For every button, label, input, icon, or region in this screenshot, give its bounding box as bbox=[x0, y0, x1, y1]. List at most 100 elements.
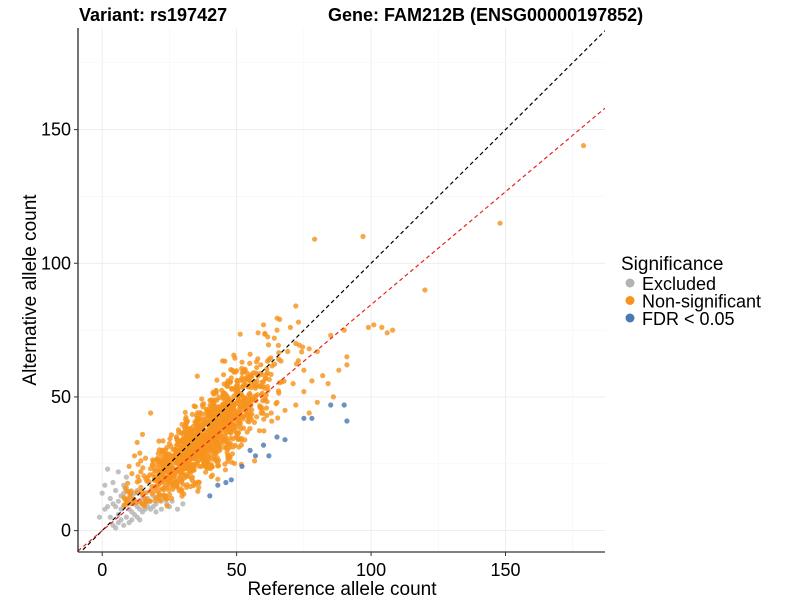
point-non-significant bbox=[254, 378, 260, 384]
point-non-significant bbox=[253, 370, 259, 376]
point-non-significant bbox=[263, 371, 270, 377]
point-non-significant bbox=[314, 399, 320, 405]
point-non-significant bbox=[248, 373, 254, 380]
point-excluded bbox=[96, 514, 103, 520]
point-non-significant bbox=[168, 432, 174, 438]
point-non-significant bbox=[255, 356, 261, 362]
point-fdr-0-05 bbox=[260, 442, 267, 448]
point-non-significant bbox=[150, 457, 156, 463]
point-non-significant bbox=[194, 373, 200, 379]
point-fdr-0-05 bbox=[207, 493, 213, 499]
point-non-significant bbox=[157, 468, 163, 474]
point-non-significant bbox=[196, 463, 202, 469]
reference-line-fit bbox=[78, 107, 605, 552]
point-non-significant bbox=[160, 438, 166, 444]
point-non-significant bbox=[290, 381, 296, 387]
point-non-significant bbox=[293, 340, 299, 347]
point-non-significant bbox=[371, 322, 377, 328]
point-non-significant bbox=[122, 496, 128, 502]
point-fdr-0-05 bbox=[344, 418, 350, 424]
point-non-significant bbox=[188, 446, 194, 452]
point-non-significant bbox=[163, 496, 169, 502]
point-non-significant bbox=[266, 376, 272, 383]
point-non-significant bbox=[336, 367, 342, 373]
point-non-significant bbox=[157, 498, 163, 504]
point-non-significant bbox=[580, 143, 587, 149]
point-non-significant bbox=[180, 481, 186, 487]
point-non-significant bbox=[238, 435, 244, 441]
point-non-significant bbox=[179, 445, 185, 451]
point-non-significant bbox=[295, 319, 302, 325]
reference-line-identity bbox=[79, 30, 605, 552]
point-non-significant bbox=[252, 458, 258, 464]
point-non-significant bbox=[138, 458, 144, 464]
legend-title: Significance bbox=[621, 254, 723, 275]
point-non-significant bbox=[264, 412, 270, 418]
y-tick-label: 100 bbox=[41, 253, 71, 273]
legend-key-1 bbox=[625, 296, 635, 305]
point-non-significant bbox=[222, 467, 228, 473]
point-excluded bbox=[113, 504, 119, 510]
point-non-significant bbox=[135, 474, 141, 480]
point-non-significant bbox=[422, 287, 428, 293]
point-excluded bbox=[174, 506, 181, 512]
point-non-significant bbox=[177, 476, 184, 482]
point-non-significant bbox=[129, 471, 135, 477]
point-excluded bbox=[113, 487, 119, 494]
point-non-significant bbox=[360, 233, 366, 240]
point-non-significant bbox=[164, 503, 170, 509]
point-non-significant bbox=[175, 427, 182, 433]
point-non-significant bbox=[272, 361, 278, 367]
point-non-significant bbox=[239, 375, 245, 381]
point-non-significant bbox=[148, 410, 154, 416]
point-non-significant bbox=[134, 489, 140, 495]
point-non-significant bbox=[293, 361, 300, 367]
point-non-significant bbox=[211, 398, 217, 405]
point-non-significant bbox=[344, 362, 350, 368]
point-non-significant bbox=[245, 401, 252, 408]
point-excluded bbox=[113, 525, 119, 531]
point-non-significant bbox=[194, 432, 201, 438]
point-non-significant bbox=[136, 478, 142, 484]
point-non-significant bbox=[151, 467, 157, 473]
point-excluded bbox=[129, 517, 135, 523]
point-non-significant bbox=[195, 488, 201, 494]
point-non-significant bbox=[240, 416, 246, 422]
point-non-significant bbox=[168, 453, 174, 459]
point-non-significant bbox=[320, 373, 326, 379]
reference-lines bbox=[78, 30, 605, 552]
legend-label-1: Non-significant bbox=[642, 292, 761, 312]
point-non-significant bbox=[260, 322, 267, 328]
point-non-significant bbox=[198, 440, 204, 446]
point-non-significant bbox=[181, 451, 187, 457]
point-non-significant bbox=[218, 411, 224, 417]
point-non-significant bbox=[168, 482, 174, 488]
point-non-significant bbox=[192, 481, 198, 487]
point-non-significant bbox=[169, 474, 176, 480]
point-non-significant bbox=[261, 385, 268, 391]
point-non-significant bbox=[211, 391, 217, 397]
point-non-significant bbox=[228, 385, 235, 391]
x-tick-label: 0 bbox=[97, 560, 107, 580]
point-non-significant bbox=[174, 455, 181, 461]
point-non-significant bbox=[330, 394, 336, 400]
point-fdr-0-05 bbox=[301, 415, 307, 421]
point-non-significant bbox=[229, 451, 235, 457]
point-non-significant bbox=[250, 396, 256, 402]
point-non-significant bbox=[131, 453, 138, 459]
point-excluded bbox=[99, 490, 105, 496]
point-non-significant bbox=[325, 381, 331, 387]
point-non-significant bbox=[190, 432, 196, 438]
point-excluded bbox=[107, 495, 113, 502]
point-non-significant bbox=[126, 463, 132, 469]
point-fdr-0-05 bbox=[247, 447, 253, 453]
point-non-significant bbox=[257, 404, 263, 410]
point-non-significant bbox=[241, 403, 247, 409]
point-non-significant bbox=[186, 426, 192, 432]
point-non-significant bbox=[152, 488, 158, 494]
point-non-significant bbox=[216, 448, 222, 454]
point-non-significant bbox=[274, 327, 280, 333]
point-non-significant bbox=[156, 494, 162, 500]
point-non-significant bbox=[184, 431, 190, 437]
